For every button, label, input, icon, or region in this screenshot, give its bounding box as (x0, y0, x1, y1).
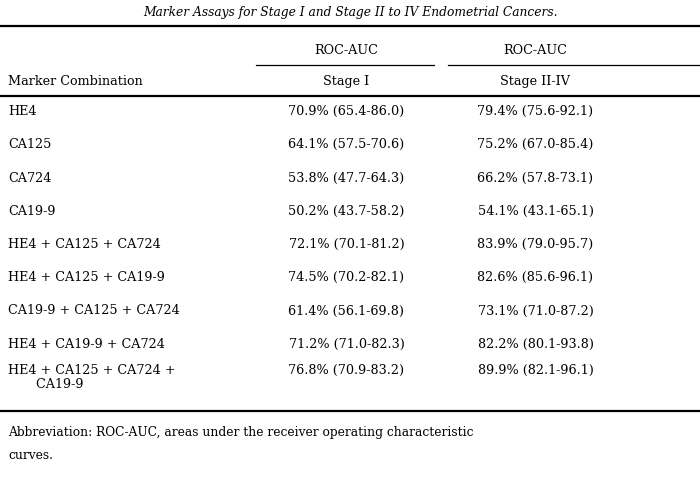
Text: CA19-9 + CA125 + CA724: CA19-9 + CA125 + CA724 (8, 305, 180, 317)
Text: Marker Assays for Stage I and Stage II to IV Endometrial Cancers.: Marker Assays for Stage I and Stage II t… (143, 6, 557, 19)
Text: CA19-9: CA19-9 (8, 205, 56, 218)
Text: 89.9% (82.1-96.1): 89.9% (82.1-96.1) (477, 364, 594, 376)
Text: 61.4% (56.1-69.8): 61.4% (56.1-69.8) (288, 305, 405, 317)
Text: Stage II-IV: Stage II-IV (500, 75, 570, 88)
Text: CA125: CA125 (8, 138, 52, 151)
Text: Stage I: Stage I (323, 75, 370, 88)
Text: 53.8% (47.7-64.3): 53.8% (47.7-64.3) (288, 172, 405, 185)
Text: HE4: HE4 (8, 105, 37, 118)
Text: ROC-AUC: ROC-AUC (503, 44, 568, 57)
Text: 82.6% (85.6-96.1): 82.6% (85.6-96.1) (477, 271, 594, 284)
Text: curves.: curves. (8, 449, 53, 462)
Text: 54.1% (43.1-65.1): 54.1% (43.1-65.1) (477, 205, 594, 218)
Text: 76.8% (70.9-83.2): 76.8% (70.9-83.2) (288, 364, 405, 376)
Text: 83.9% (79.0-95.7): 83.9% (79.0-95.7) (477, 238, 594, 251)
Text: HE4 + CA125 + CA724 +: HE4 + CA125 + CA724 + (8, 364, 176, 376)
Text: 64.1% (57.5-70.6): 64.1% (57.5-70.6) (288, 138, 405, 151)
Text: 71.2% (71.0-82.3): 71.2% (71.0-82.3) (288, 338, 405, 351)
Text: Abbreviation: ROC-AUC, areas under the receiver operating characteristic: Abbreviation: ROC-AUC, areas under the r… (8, 426, 474, 439)
Text: CA19-9: CA19-9 (28, 378, 83, 391)
Text: ROC-AUC: ROC-AUC (314, 44, 379, 57)
Text: 79.4% (75.6-92.1): 79.4% (75.6-92.1) (477, 105, 594, 118)
Text: 82.2% (80.1-93.8): 82.2% (80.1-93.8) (477, 338, 594, 351)
Text: 72.1% (70.1-81.2): 72.1% (70.1-81.2) (288, 238, 405, 251)
Text: 70.9% (65.4-86.0): 70.9% (65.4-86.0) (288, 105, 405, 118)
Text: 50.2% (43.7-58.2): 50.2% (43.7-58.2) (288, 205, 405, 218)
Text: HE4 + CA19-9 + CA724: HE4 + CA19-9 + CA724 (8, 338, 165, 351)
Text: 73.1% (71.0-87.2): 73.1% (71.0-87.2) (477, 305, 594, 317)
Text: 74.5% (70.2-82.1): 74.5% (70.2-82.1) (288, 271, 405, 284)
Text: 66.2% (57.8-73.1): 66.2% (57.8-73.1) (477, 172, 594, 185)
Text: HE4 + CA125 + CA724: HE4 + CA125 + CA724 (8, 238, 161, 251)
Text: CA724: CA724 (8, 172, 52, 185)
Text: 75.2% (67.0-85.4): 75.2% (67.0-85.4) (477, 138, 594, 151)
Text: Marker Combination: Marker Combination (8, 75, 144, 88)
Text: HE4 + CA125 + CA19-9: HE4 + CA125 + CA19-9 (8, 271, 165, 284)
